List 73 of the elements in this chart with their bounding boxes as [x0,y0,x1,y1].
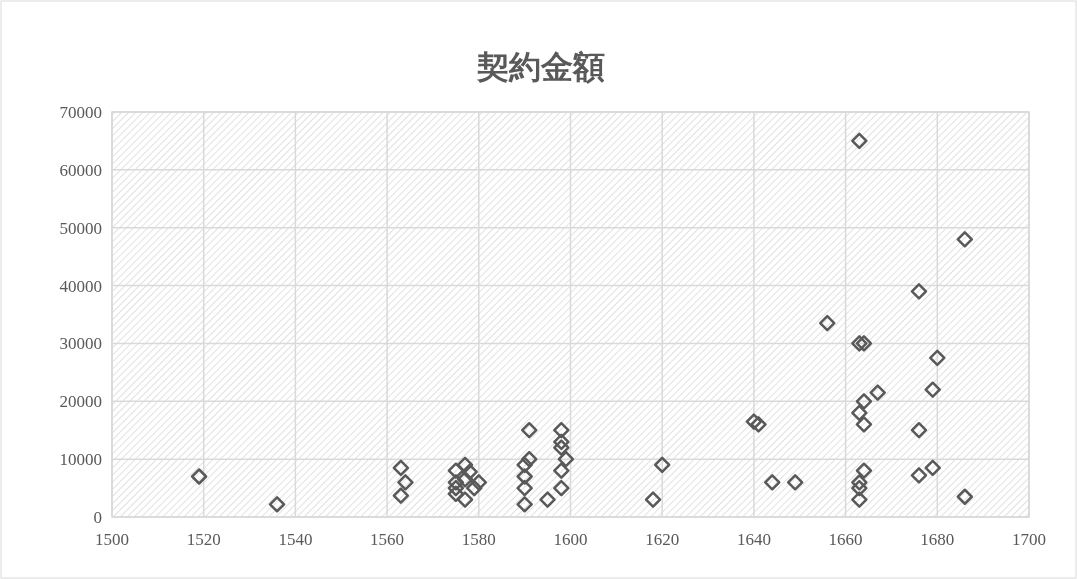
point [924,459,941,477]
point [447,474,465,491]
point [465,479,483,497]
point [851,335,868,352]
point [553,433,570,451]
x-tick-label: 1520 [186,530,221,549]
point [553,462,570,479]
point [869,384,886,401]
x-tick-label: 1640 [736,530,771,549]
point [924,381,941,398]
point [456,471,474,488]
point [855,462,873,479]
point [653,456,671,474]
point [855,335,873,352]
x-tick-label: 1600 [553,530,588,549]
y-tick-label: 10000 [59,450,102,470]
point [851,474,868,491]
x-tick-label: 1620 [645,530,680,549]
point [516,479,533,497]
point [750,416,767,433]
point [268,496,286,513]
point [447,479,465,497]
point [516,456,533,474]
x-tick-label: 1680 [920,530,955,549]
point [929,349,946,367]
x-tick-label: 1580 [461,530,496,549]
x-tick-label: 1560 [370,530,405,549]
y-tick-label: 20000 [59,392,102,412]
point [520,450,538,468]
y-tick-label: 50000 [59,218,102,238]
x-tick-label: 1500 [95,530,129,549]
point [745,413,763,430]
point [910,467,928,484]
point [470,474,488,491]
point [553,479,570,497]
point [392,459,410,477]
point [819,314,836,332]
point [851,132,868,150]
x-tick-label: 1700 [1012,530,1046,549]
point [539,491,556,508]
point [397,474,414,491]
point [956,231,974,248]
point [851,404,868,422]
point [190,468,208,485]
point [553,421,570,439]
point [855,416,873,433]
point [456,491,474,508]
point [786,474,804,491]
y-tick-label: 30000 [59,334,102,354]
point [516,468,533,485]
point [851,491,868,508]
point [392,487,410,504]
x-tick-label: 1540 [278,530,313,549]
y-tick-label: 70000 [59,103,102,122]
point [553,439,570,456]
y-tick-label: 0 [93,508,102,527]
point [456,456,474,474]
y-tick-label: 40000 [59,276,102,296]
point [644,491,662,508]
x-tick-label: 1660 [828,530,863,549]
point [516,496,533,513]
point [763,474,781,491]
chart-title: 契約金額 [475,48,605,86]
y-tick-label: 60000 [59,160,102,180]
point [956,488,974,505]
point [855,393,873,410]
point [461,463,478,481]
point [520,421,538,439]
point [851,479,868,497]
point [557,450,575,468]
point [910,283,928,300]
point [910,421,928,439]
point [447,485,465,503]
